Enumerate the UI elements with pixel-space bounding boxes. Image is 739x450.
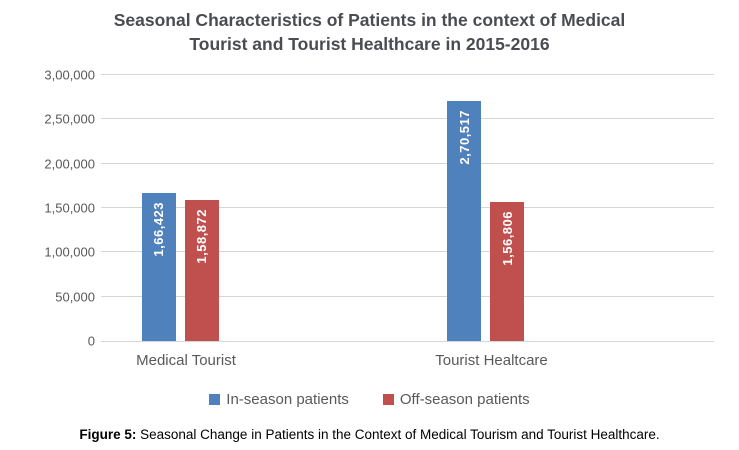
y-axis-tick-label: 50,000 bbox=[55, 289, 95, 305]
x-axis-category-label: Tourist Healtcare bbox=[435, 352, 548, 369]
bar-value-label: 1,66,423 bbox=[151, 202, 166, 258]
bar-off-season-2: 1,56,806 bbox=[490, 201, 524, 341]
chart-title-line1: Seasonal Characteristics of Patients in … bbox=[113, 10, 626, 30]
y-axis-tick-label: 1,00,000 bbox=[44, 244, 95, 260]
gridline bbox=[101, 341, 714, 342]
legend-label: Off-season patients bbox=[399, 391, 530, 408]
bar-in-season-1: 1,66,423 bbox=[141, 193, 176, 341]
y-axis-tick-label: 2,50,000 bbox=[44, 111, 95, 127]
bar-value-label: 1,56,806 bbox=[499, 210, 515, 266]
legend-swatch-icon bbox=[209, 394, 221, 405]
bar-off-season-1: 1,58,872 bbox=[184, 200, 219, 341]
y-axis-tick-label: 3,00,000 bbox=[44, 67, 95, 83]
legend-item-in-season: In-season patients bbox=[209, 391, 349, 408]
y-axis-tick-label: 0 bbox=[87, 333, 95, 349]
chart-title: Seasonal Characteristics of Patients in … bbox=[0, 8, 739, 56]
gridline bbox=[101, 162, 714, 164]
gridline bbox=[101, 295, 714, 297]
gridline bbox=[101, 251, 714, 253]
legend-label: In-season patients bbox=[226, 391, 349, 408]
chart-legend: In-season patients Off-season patients bbox=[0, 391, 739, 408]
legend-item-off-season: Off-season patients bbox=[382, 391, 530, 408]
figure-caption-text: Seasonal Change in Patients in the Conte… bbox=[136, 427, 660, 442]
x-axis-category-label: Medical Tourist bbox=[136, 352, 236, 369]
gridline bbox=[101, 118, 714, 120]
figure-caption: Figure 5: Seasonal Change in Patients in… bbox=[0, 427, 739, 442]
chart-title-line2: Tourist and Tourist Healthcare in 2015-2… bbox=[189, 34, 550, 54]
figure-caption-label: Figure 5: bbox=[79, 427, 137, 442]
plot-area: 1,66,423 1,58,872 2,70,517 1,56,806 bbox=[101, 74, 714, 342]
bar-value-label: 1,58,872 bbox=[194, 209, 209, 264]
y-axis-tick-label: 2,00,000 bbox=[44, 156, 95, 172]
legend-swatch-icon bbox=[382, 394, 394, 405]
gridline bbox=[101, 74, 714, 75]
gridline bbox=[101, 207, 714, 208]
bar-in-season-2: 2,70,517 bbox=[447, 101, 481, 341]
y-axis-tick-label: 1,50,000 bbox=[44, 200, 95, 216]
bar-value-label: 2,70,517 bbox=[456, 110, 472, 165]
